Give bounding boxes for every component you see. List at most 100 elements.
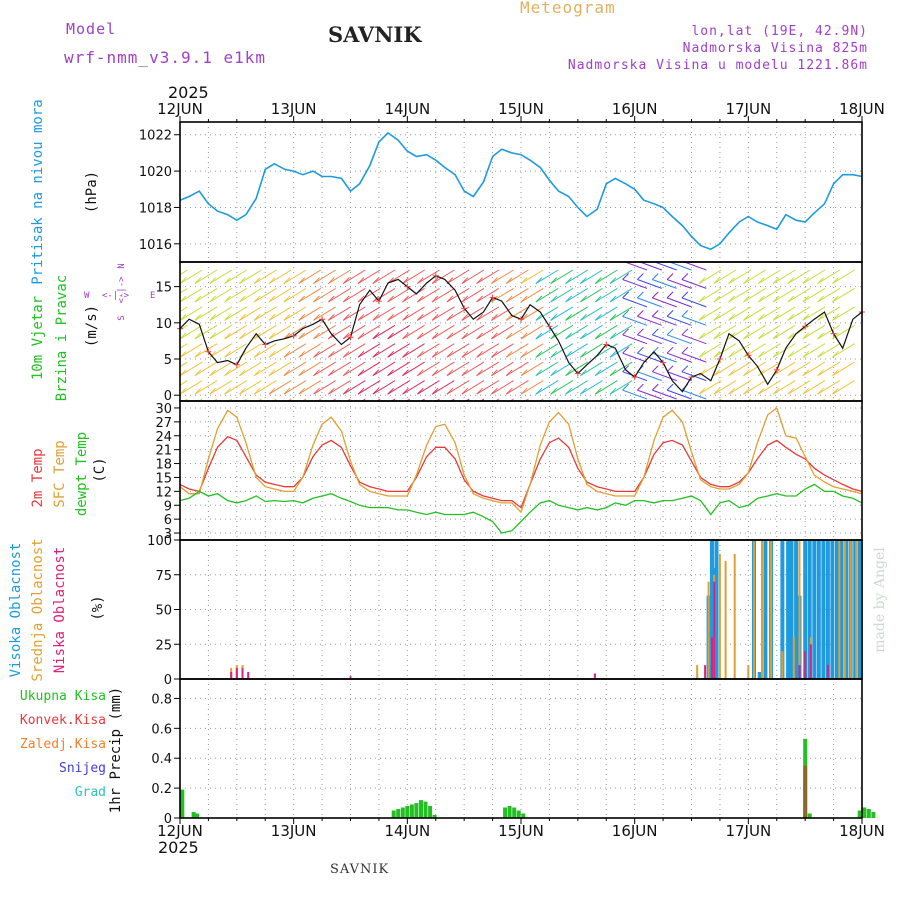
wind-barb [550, 287, 574, 303]
wind-barb-tick [298, 295, 306, 303]
cloud-bar [757, 672, 762, 679]
wind-barb-tick [802, 350, 810, 358]
wind-barb [787, 380, 811, 395]
wind-barb [357, 361, 381, 377]
wind-barb [758, 343, 781, 358]
wind-speed-marker [688, 374, 695, 381]
wind-barb [652, 389, 677, 400]
wind-barb [194, 287, 218, 303]
temp-sfc-label: SFC Temp [52, 440, 68, 507]
wind-barb-tick [743, 350, 750, 358]
wind-barb-tick [565, 387, 572, 395]
wind-barb-tick [505, 387, 513, 395]
wind-barb-tick [268, 277, 276, 284]
temperature-ytick-label: 9 [164, 499, 172, 514]
wind-speed-marker [603, 341, 610, 348]
wind-barb-tick [787, 369, 795, 377]
wind-barb [328, 324, 351, 340]
wind-barb-tick [357, 277, 365, 284]
cloud-bar [710, 540, 714, 679]
wind-barb [417, 324, 440, 340]
wind-barb-tick [476, 350, 483, 358]
wind-barb [772, 324, 796, 340]
wind-speed-marker [631, 374, 638, 381]
wind-barb-tick [269, 407, 275, 413]
wind-barb-tick [580, 369, 587, 377]
wind-barb [550, 324, 574, 340]
temperature-ytick-label: 24 [155, 430, 172, 445]
x-tick-label-top: 12JUN [157, 100, 203, 118]
wind-barb-tick [446, 387, 454, 395]
wind-barb [180, 306, 203, 321]
wind-barb [476, 269, 500, 285]
wind-field [165, 255, 855, 413]
wind-barb [224, 380, 247, 395]
wind-barb [580, 343, 603, 358]
wind-barb [209, 380, 233, 395]
wind-barb-tick [298, 369, 306, 377]
wind-barb-tick [832, 314, 839, 321]
wind-barb [313, 380, 336, 395]
wind-barb [802, 361, 826, 377]
wind-barb-tick [431, 350, 439, 358]
wind-barb [431, 361, 455, 377]
cloud-bar [718, 553, 721, 679]
wind-barb-tick [637, 255, 643, 261]
wind-barb [666, 371, 692, 382]
wind-barb-tick [817, 295, 824, 303]
wind-barb [637, 389, 662, 400]
wind-label: 10m Vjetar [30, 296, 46, 380]
wind-barb [520, 361, 544, 377]
wind-barb [565, 324, 588, 340]
wind-barb-tick [327, 314, 335, 321]
wind-barb-tick [491, 387, 498, 395]
precip-bar [428, 806, 433, 818]
wind-barb-tick [817, 332, 824, 340]
wind-barb [402, 380, 425, 395]
wind-barb [550, 306, 574, 321]
wind-barb-tick [520, 295, 528, 303]
wind-speed-marker [773, 366, 780, 373]
wind-barb [417, 306, 440, 321]
wind-barb-tick [476, 295, 483, 303]
wind-barb-tick [681, 365, 689, 373]
wind-barb-tick [224, 332, 231, 340]
temp-unit: (C) [92, 457, 108, 482]
wind-barb [476, 287, 500, 303]
wind-barb [832, 343, 855, 358]
wind-barb [268, 380, 292, 395]
wind-barb [772, 380, 796, 395]
wind-barb-tick [477, 407, 483, 413]
wind-barb [832, 361, 855, 377]
wind-barb-tick [327, 350, 335, 358]
wind-barb-tick [462, 407, 468, 413]
wind-barb-tick [580, 332, 587, 340]
x-tick-label-top: 18JUN [839, 100, 885, 118]
cloud-bar [724, 560, 727, 679]
wind-barb [372, 324, 396, 340]
wind-barb [758, 269, 781, 285]
wind-barb-tick [698, 277, 706, 284]
wind-grid [174, 262, 862, 401]
wind-barb [209, 343, 233, 358]
wind-barb-tick [165, 333, 171, 339]
clouds-ytick-label: 75 [155, 569, 172, 584]
wind-barb-tick [743, 277, 750, 284]
pressure-grid [174, 122, 862, 262]
elevation: Nadmorska Visina 825m [682, 41, 868, 56]
wind-barb-tick [637, 291, 644, 299]
wind-barb-tick [491, 332, 498, 340]
wind-barb [476, 343, 500, 358]
wind-barb-tick [787, 332, 795, 340]
wind-barb [832, 287, 855, 303]
wind-barb-tick [817, 369, 824, 377]
wind-barb-tick [284, 407, 290, 413]
wind-barb [239, 269, 262, 285]
wind-barb-tick [194, 295, 202, 303]
wind-barb-tick [637, 328, 644, 336]
credit-text: made by Angel [872, 547, 888, 653]
wind-barb-tick [402, 350, 409, 358]
wind-barb [594, 324, 618, 340]
precip-legend-label: Snijeg [59, 761, 106, 776]
